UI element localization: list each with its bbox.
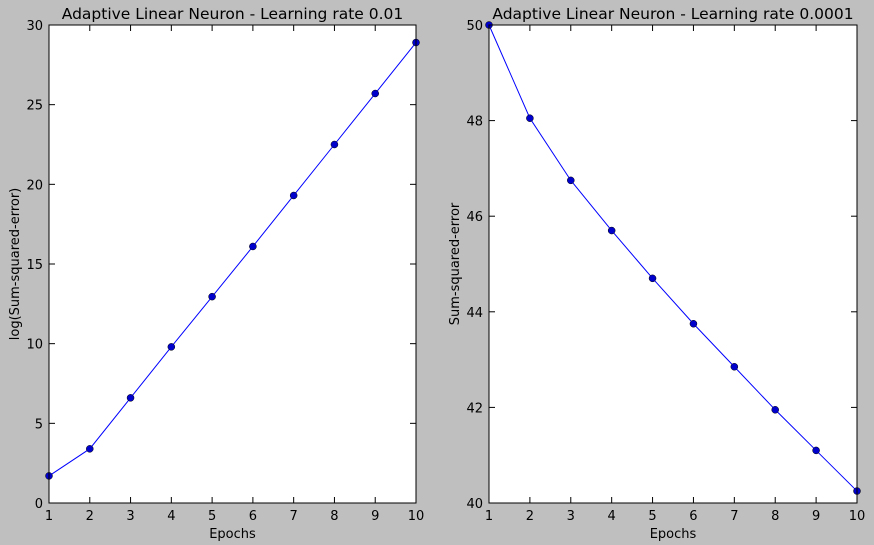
x-tick-label: 1 — [485, 509, 493, 524]
x-tick-label: 3 — [567, 509, 575, 524]
y-tick-label: 0 — [35, 497, 43, 512]
y-axis-label: log(Sum-squared-error) — [8, 188, 23, 341]
y-tick-label: 5 — [35, 417, 43, 432]
x-tick-label: 7 — [730, 509, 738, 524]
y-tick-label: 44 — [466, 306, 483, 321]
data-point — [730, 363, 739, 371]
x-tick-label: 9 — [371, 509, 379, 524]
x-tick-label: 4 — [167, 509, 175, 524]
plot-frame — [488, 24, 858, 504]
y-axis-label: Sum-squared-error — [448, 202, 463, 325]
data-point — [689, 320, 698, 328]
y-tick-label: 48 — [466, 115, 483, 130]
chart-title: Adaptive Linear Neuron - Learning rate 0… — [492, 5, 853, 23]
data-point — [249, 242, 257, 251]
x-tick-label: 2 — [86, 509, 94, 524]
y-tick-label: 10 — [26, 338, 43, 353]
data-point — [607, 226, 616, 235]
series-line — [488, 24, 858, 492]
x-tick-label: 4 — [608, 509, 616, 524]
data-point — [371, 89, 379, 98]
y-tick-label: 46 — [466, 210, 483, 225]
data-point — [289, 191, 298, 200]
y-tick-label: 20 — [26, 178, 43, 193]
data-point — [771, 406, 779, 414]
plot-frame — [48, 24, 417, 504]
data-point — [330, 140, 339, 149]
x-tick-label: 10 — [849, 509, 866, 524]
data-point — [567, 176, 575, 185]
y-tick-label: 25 — [26, 99, 43, 114]
x-tick-label: 9 — [812, 509, 820, 524]
x-tick-label: 5 — [208, 509, 216, 524]
x-axis-label: Epochs — [650, 527, 697, 542]
x-tick-label: 7 — [290, 509, 298, 524]
data-point — [167, 343, 176, 351]
data-point — [648, 274, 657, 283]
x-tick-label: 6 — [689, 509, 697, 524]
chart-right: 1 2 3 4 5 6 7 8 9 10 40 42 44 46 48 50 Adaptive Linear N… — [448, 5, 865, 542]
series-line — [48, 42, 417, 477]
chart-title: Adaptive Linear Neuron - Learning rate 0… — [62, 5, 404, 23]
data-point — [86, 445, 94, 453]
y-tick-label: 42 — [466, 401, 483, 416]
x-tick-label: 8 — [330, 509, 338, 524]
x-tick-label: 5 — [648, 509, 656, 524]
x-tick-label: 6 — [249, 509, 257, 524]
x-axis-label: Epochs — [209, 527, 256, 542]
y-tick-label: 40 — [466, 497, 483, 512]
x-tick-label: 2 — [526, 509, 534, 524]
data-point — [126, 394, 135, 402]
x-tick-label: 1 — [45, 509, 53, 524]
x-tick-label: 3 — [126, 509, 134, 524]
data-point — [208, 292, 216, 301]
x-tick-label: 10 — [408, 509, 425, 524]
y-tick-label: 15 — [26, 258, 43, 273]
y-tick-label: 50 — [466, 19, 483, 34]
data-point — [526, 114, 534, 122]
y-tick-label: 30 — [26, 19, 43, 34]
plot-area — [489, 25, 857, 503]
data-point — [812, 446, 820, 455]
x-tick-label: 8 — [771, 509, 779, 524]
chart-left: 1 2 3 4 5 6 7 8 9 10 0 5 10 15 20 25 30 Adaptive Linear N… — [8, 5, 424, 542]
